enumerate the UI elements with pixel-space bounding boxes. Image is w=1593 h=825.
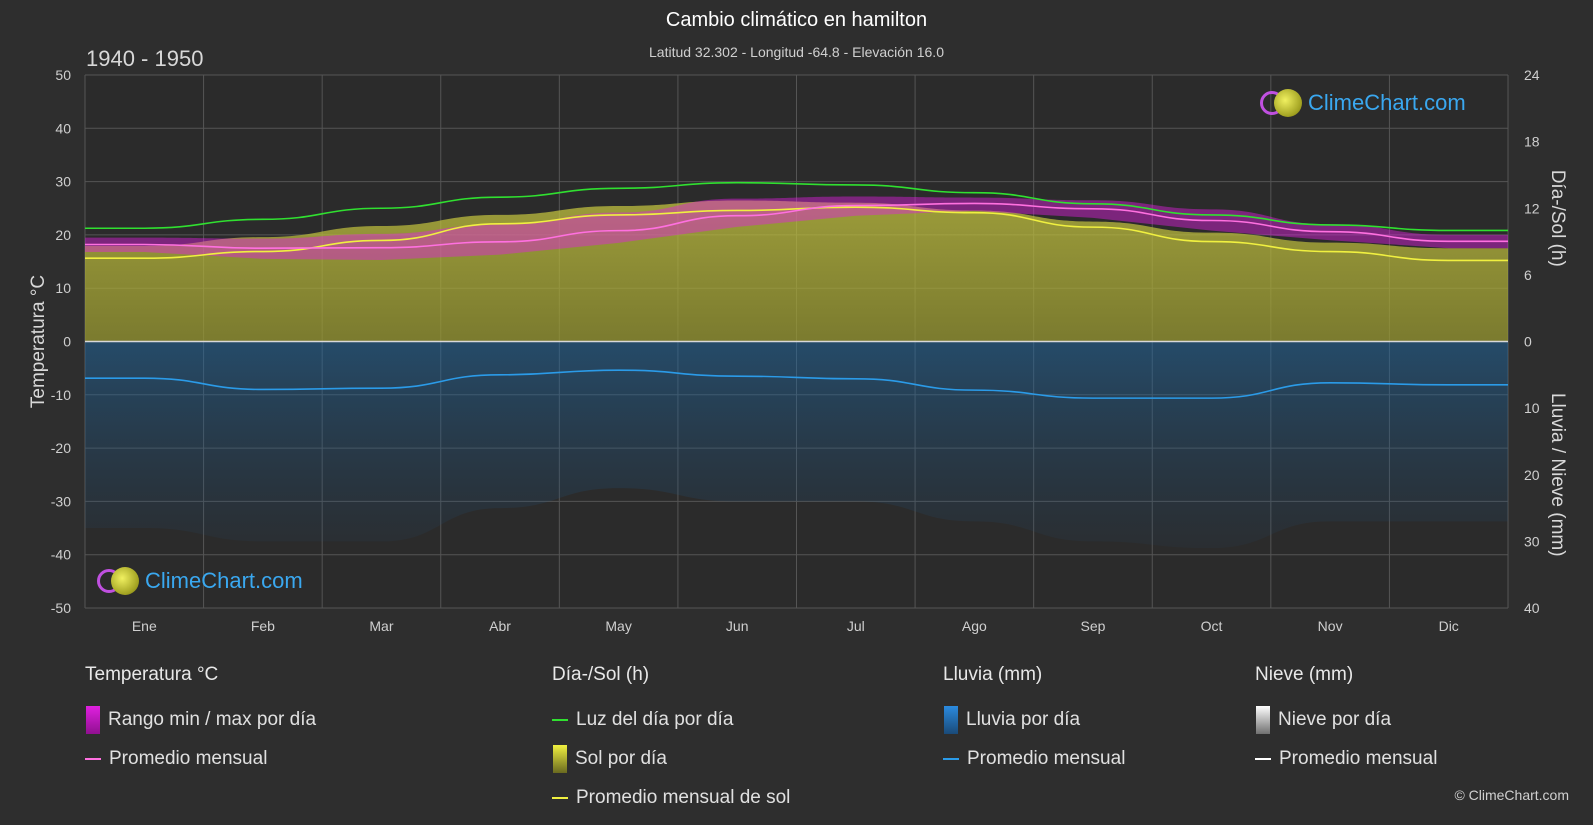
temp-avg-swatch [85, 757, 101, 760]
x-tick-label: Jun [726, 618, 749, 634]
x-tick-label: Abr [489, 618, 511, 634]
y-left-tick-label: 40 [55, 120, 71, 136]
y-right-sun-tick-label: 18 [1524, 134, 1540, 150]
logo-sun-icon [111, 567, 139, 595]
legend-sun: Día-/Sol (h) Luz del día por día Sol por… [552, 664, 790, 817]
y-left-tick-label: -10 [51, 387, 71, 403]
rain-avg-swatch [943, 757, 959, 760]
sun-per-day-area [85, 200, 1508, 342]
legend-sun-day: Sol por día [552, 739, 790, 778]
y-left-tick-label: -30 [51, 493, 71, 509]
y-right-precip-tick-label: 30 [1524, 533, 1540, 549]
legend-snow-title: Nieve (mm) [1255, 664, 1354, 685]
legend-temp-avg-label: Promedio mensual [109, 747, 268, 769]
y-right-sun-tick-label: 0 [1524, 334, 1532, 350]
y-left-title: Temperatura °C [28, 275, 49, 408]
logo-text: ClimeChart.com [1308, 90, 1466, 115]
temp-avg-line [85, 202, 1508, 250]
y-left-tick-label: 10 [55, 280, 71, 296]
x-tick-label: Jul [847, 618, 865, 634]
y-left-tick-label: -40 [51, 547, 71, 563]
legend-daylight-label: Luz del día por día [576, 708, 734, 730]
y-right-sun-title: Día-/Sol (h) [1547, 170, 1568, 267]
legend-sun-avg: Promedio mensual de sol [552, 778, 790, 817]
x-tick-label: Ago [962, 618, 987, 634]
legend-temp-range-label: Rango min / max por día [108, 708, 317, 730]
sun-day-swatch [553, 744, 567, 773]
x-tick-label: Dic [1439, 618, 1459, 634]
legend-sun-title: Día-/Sol (h) [552, 664, 650, 685]
legend-rain-day-label: Lluvia por día [966, 708, 1081, 730]
snow-avg-swatch [1255, 757, 1271, 760]
y-left-tick-label: 0 [63, 334, 71, 350]
rain-avg-line [85, 369, 1508, 399]
legend-rain-day: Lluvia por día [943, 700, 1125, 739]
legend-snow: Nieve (mm) Nieve por día Promedio mensua… [1255, 664, 1437, 778]
y-right-precip-tick-label: 40 [1524, 600, 1540, 616]
rain-per-day-area [85, 341, 1508, 549]
legend-temp-avg: Promedio mensual [85, 739, 316, 778]
x-tick-label: Oct [1201, 618, 1223, 634]
daylight-line [85, 181, 1508, 232]
x-tick-label: Nov [1318, 618, 1343, 634]
x-tick-label: Ene [132, 618, 157, 634]
x-tick-label: Sep [1080, 618, 1105, 634]
x-tick-label: Mar [369, 618, 393, 634]
y-left-tick-label: 20 [55, 227, 71, 243]
y-right-sun-tick-label: 12 [1524, 200, 1540, 216]
y-left-tick-label: -50 [51, 600, 71, 616]
y-right-sun-tick-label: 24 [1524, 67, 1540, 83]
legend-rain: Lluvia (mm) Lluvia por día Promedio mens… [943, 664, 1125, 778]
legend-rain-avg: Promedio mensual [943, 739, 1125, 778]
legend-sun-day-label: Sol por día [575, 747, 667, 769]
chart-title: Cambio climático en hamilton [665, 9, 928, 31]
chart-axes: 50 40 30 20 10 0 -10 -20 -30 -40 -50 24 18 12 6 0 10 20 30… [28, 67, 1568, 634]
period-label: 1940 - 1950 [86, 46, 204, 71]
y-left-tick-label: 30 [55, 174, 71, 190]
sun-avg-swatch [552, 796, 568, 799]
logo-sun-icon [1274, 89, 1302, 117]
chart-fill-areas [85, 196, 1508, 549]
snow-day-swatch [1256, 705, 1270, 734]
x-tick-label: May [605, 618, 631, 634]
legend-snow-day-label: Nieve por día [1278, 708, 1392, 730]
temp-range-swatch [86, 705, 100, 734]
rain-day-swatch [944, 705, 958, 734]
daylight-swatch [552, 718, 568, 721]
legend-daylight: Luz del día por día [552, 700, 790, 739]
legend-snow-day: Nieve por día [1255, 700, 1437, 739]
legend-rain-avg-label: Promedio mensual [967, 747, 1126, 769]
legend-temp-range: Rango min / max por día [85, 700, 316, 739]
chart-series-lines [84, 181, 1508, 399]
y-right-sun-tick-label: 6 [1524, 267, 1532, 283]
chart-subtitle: Latitud 32.302 - Longitud -64.8 - Elevac… [649, 44, 944, 60]
logo-text: ClimeChart.com [145, 568, 303, 593]
y-right-precip-tick-label: 20 [1524, 467, 1540, 483]
y-right-precip-title: Lluvia / Nieve (mm) [1547, 393, 1568, 557]
legend-snow-avg: Promedio mensual [1255, 739, 1437, 778]
legend-snow-avg-label: Promedio mensual [1279, 747, 1438, 769]
legend-temperature: Temperatura °C Rango min / max por día P… [85, 664, 316, 778]
y-left-tick-label: -20 [51, 440, 71, 456]
y-right-precip-tick-label: 10 [1524, 400, 1540, 416]
legend-temperature-title: Temperatura °C [85, 664, 219, 685]
climechart-logo-bottom[interactable]: ClimeChart.com [97, 567, 303, 595]
copyright-notice: © ClimeChart.com [1454, 787, 1569, 803]
legend-rain-title: Lluvia (mm) [943, 664, 1043, 685]
climechart-logo-top[interactable]: ClimeChart.com [1260, 89, 1466, 117]
legend-sun-avg-label: Promedio mensual de sol [576, 786, 791, 808]
x-tick-label: Feb [251, 618, 275, 634]
y-left-tick-label: 50 [55, 67, 71, 83]
